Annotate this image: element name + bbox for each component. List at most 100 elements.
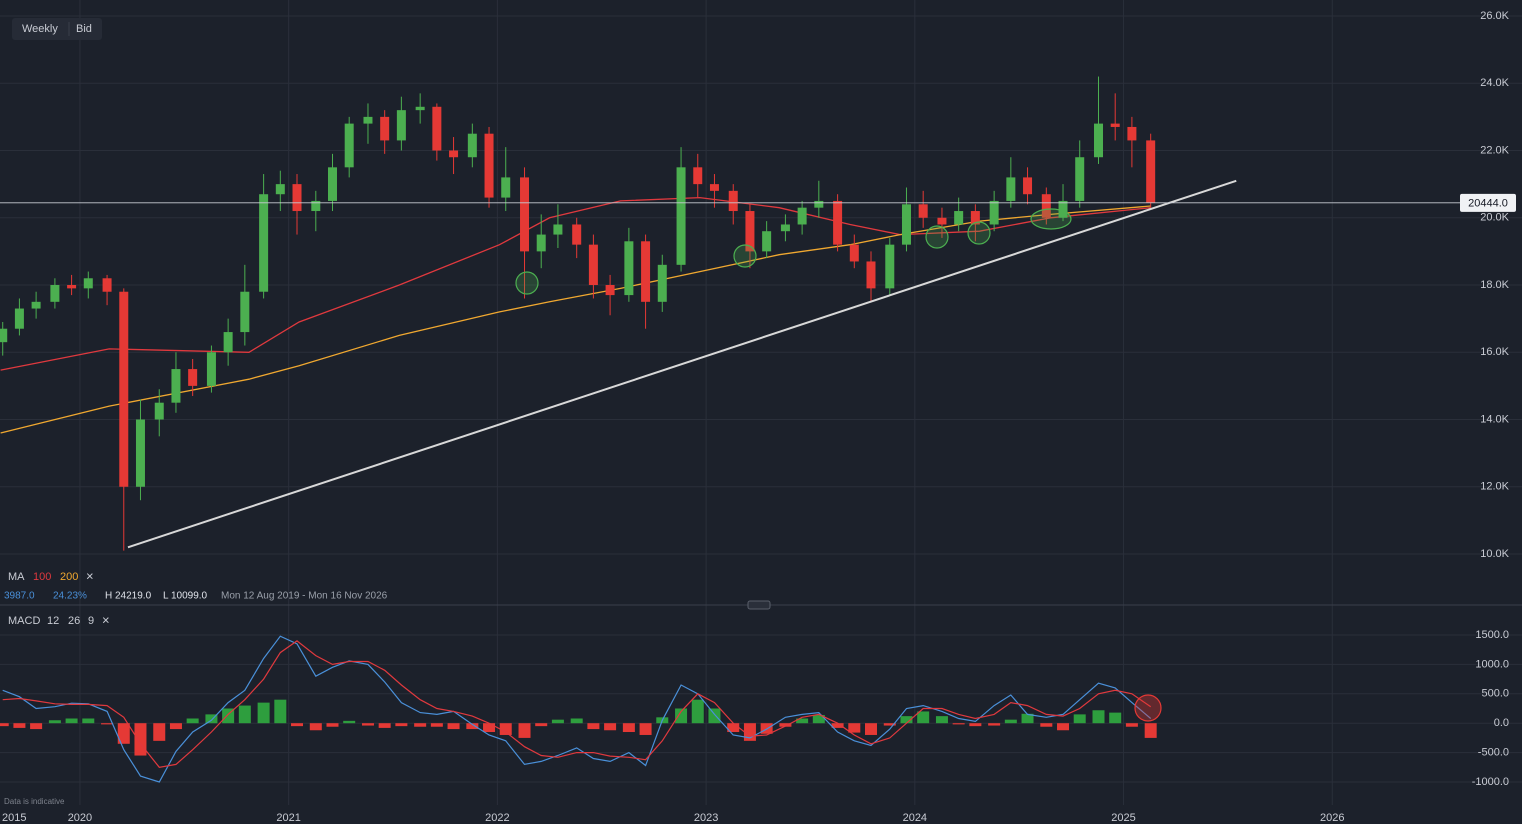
highlight-ellipse [1030, 208, 1072, 230]
histogram-bar [30, 723, 43, 730]
histogram-bar [48, 720, 61, 724]
candle-body [14, 308, 24, 329]
candle-body [188, 369, 198, 386]
candle-body [1006, 177, 1016, 201]
candle-body [67, 285, 77, 289]
stat: L 10099.0 [163, 591, 208, 602]
histogram-bar [1004, 719, 1017, 724]
candle-body [657, 264, 667, 302]
grid [0, 0, 1522, 805]
histogram-bar [1040, 723, 1053, 727]
moving-average-line [0, 205, 1151, 434]
candle-body [154, 402, 164, 420]
x-tick-label: 2015 [2, 812, 26, 824]
candle-body [50, 285, 60, 302]
candle-body [536, 234, 546, 252]
histogram-bar [291, 723, 304, 727]
candle-body [327, 167, 337, 201]
candle-body [849, 244, 859, 262]
y-tick-label: 22.0K [1480, 144, 1509, 156]
histogram-bar [796, 718, 809, 724]
histogram-bar [466, 723, 479, 730]
candle-body [553, 224, 563, 235]
last-price-box [1460, 193, 1516, 212]
candle-body [970, 211, 980, 225]
candle-body [693, 167, 703, 185]
candle-body [641, 241, 651, 302]
histogram-bar [988, 723, 1001, 726]
candle-body [1146, 140, 1156, 203]
y-tick-label: 1500.0 [1475, 629, 1509, 641]
y-tick-label: 20.0K [1480, 212, 1509, 224]
histogram-bar [831, 723, 844, 728]
histogram-bar [13, 723, 26, 728]
histogram-bar [169, 723, 182, 730]
candle-body [833, 200, 843, 245]
x-tick-label: 2021 [276, 812, 300, 824]
close-button[interactable]: × [102, 612, 110, 627]
candle-body [1075, 157, 1085, 201]
candle-body [467, 133, 477, 158]
histogram-bar [134, 723, 147, 756]
y-tick-label: 24.0K [1480, 77, 1509, 89]
candle-body [1127, 126, 1137, 141]
x-tick-label: 2022 [485, 812, 509, 824]
histogram-bar [447, 723, 460, 730]
close-button[interactable]: × [86, 568, 94, 583]
histogram-bar [186, 718, 199, 724]
histogram-bar [587, 723, 600, 730]
candle-body [572, 224, 582, 245]
toolbar [12, 18, 102, 40]
histogram-bar [117, 723, 130, 744]
y-tick-label: 14.0K [1480, 413, 1509, 425]
candle-body [275, 184, 285, 195]
candle-body [780, 224, 790, 232]
histogram-bar [1144, 723, 1157, 738]
x-tick-label: 2020 [68, 812, 92, 824]
histogram-bar [935, 716, 948, 724]
ma-period: 200 [60, 571, 78, 583]
candle-body [380, 116, 390, 141]
histogram-bar [309, 723, 322, 731]
histogram-bar [708, 708, 721, 724]
histogram-bar [551, 719, 564, 724]
stat: H 24219.0 [105, 591, 152, 602]
histogram-bar [82, 718, 95, 724]
highlight-circle [515, 271, 539, 295]
x-tick-label: 2026 [1320, 812, 1344, 824]
candle-body [989, 200, 999, 225]
histogram-bar [238, 705, 251, 724]
histogram-bar [101, 723, 114, 725]
histogram-bar [1109, 712, 1122, 724]
candle-body [363, 116, 373, 124]
histogram-bar [430, 723, 443, 727]
candle-body [0, 328, 8, 343]
candle-body [885, 244, 895, 289]
candle-body [484, 133, 494, 198]
stat: 24.23% [53, 591, 87, 602]
highlight-circle [733, 244, 757, 268]
macd-param: 26 [68, 615, 80, 627]
date-range: Mon 12 Aug 2019 - Mon 16 Nov 2026 [221, 591, 388, 602]
histogram-bar [1125, 723, 1138, 727]
last-price-label: 20444.0 [1468, 198, 1508, 210]
y-tick-label: 12.0K [1480, 481, 1509, 493]
resize-handle[interactable] [747, 600, 771, 610]
candle-body [745, 211, 755, 252]
candle-body [814, 200, 824, 208]
candle-body [1094, 123, 1104, 158]
histogram-bar [570, 718, 583, 724]
histogram-bar [812, 714, 825, 724]
histogram-bar [604, 723, 617, 731]
histogram-bar [535, 723, 548, 727]
ma-label: MA [8, 571, 25, 583]
candle-body [135, 419, 145, 487]
histogram-bar [848, 723, 861, 733]
marks [0, 76, 1460, 783]
interval-button[interactable]: Weekly [22, 23, 58, 35]
candle-body [223, 332, 233, 353]
price-type-button[interactable]: Bid [76, 23, 92, 35]
candle-body [762, 231, 772, 252]
histogram-bar [917, 711, 930, 724]
